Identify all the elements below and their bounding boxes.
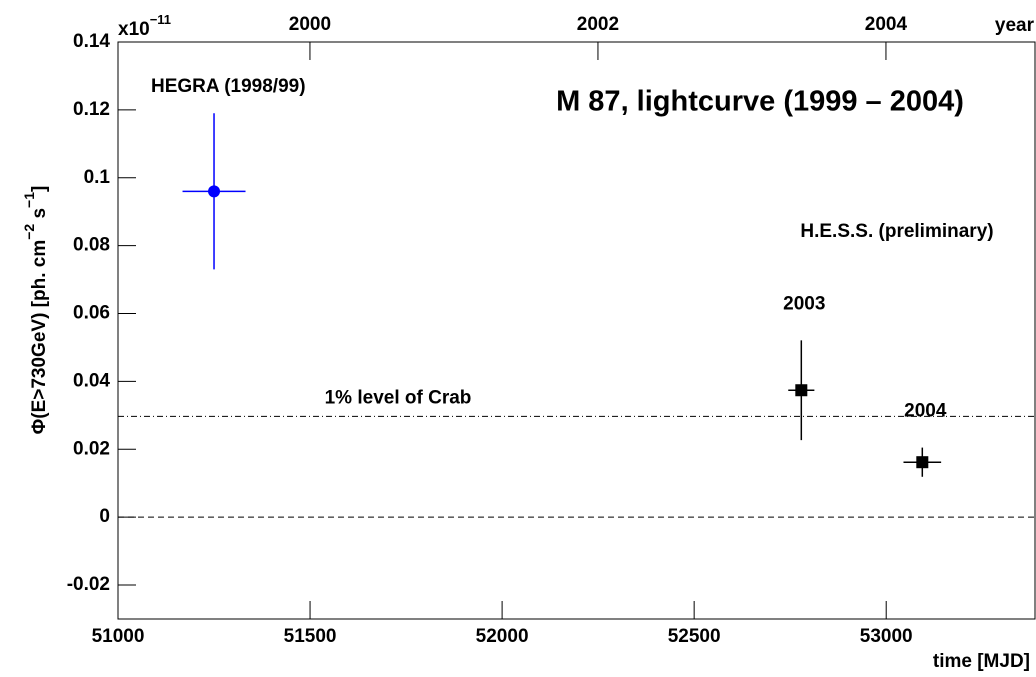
x-tick-label: 51000 bbox=[92, 626, 145, 647]
y-label-part: −1 bbox=[21, 192, 37, 208]
x-tick-label: 51500 bbox=[284, 626, 337, 647]
y-tick-label: 0.08 bbox=[73, 235, 110, 256]
chart-title: M 87, lightcurve (1999 – 2004) bbox=[556, 86, 964, 118]
x2-tick-label: 2002 bbox=[577, 14, 619, 35]
data-point bbox=[795, 384, 808, 397]
y-tick-label: 0.04 bbox=[73, 370, 110, 391]
data-point bbox=[916, 456, 929, 469]
y-label-part: s bbox=[29, 208, 50, 224]
x-tick-label: 52500 bbox=[668, 626, 721, 647]
y-tick-label: 0 bbox=[99, 506, 110, 527]
y-label-part: −2 bbox=[21, 224, 37, 240]
point-label: 2004 bbox=[904, 401, 947, 422]
x2-axis-label: year bbox=[995, 15, 1035, 36]
x2-tick-label: 2004 bbox=[865, 14, 908, 35]
multiplier-base: x10 bbox=[118, 19, 150, 40]
x-axis-label: time [MJD] bbox=[933, 651, 1030, 672]
point-label: 2003 bbox=[783, 293, 825, 314]
y-tick-label: 0.14 bbox=[73, 31, 110, 52]
y-label-part: Φ(E>730GeV) [ph. cm bbox=[29, 240, 50, 435]
axis-multiplier: x10−11 bbox=[118, 12, 171, 40]
multiplier-exponent: −11 bbox=[150, 12, 171, 27]
y-tick-label: 0.12 bbox=[73, 99, 110, 120]
plot-frame bbox=[117, 41, 1036, 620]
y-tick-label: 0.02 bbox=[73, 438, 110, 459]
x-tick-label: 53000 bbox=[860, 626, 913, 647]
reference-label: 1% level of Crab bbox=[325, 387, 472, 408]
y-axis-label: Φ(E>730GeV) [ph. cm−2 s−1] bbox=[21, 186, 50, 435]
legend-label: H.E.S.S. (preliminary) bbox=[800, 221, 993, 242]
y-label-part: ] bbox=[29, 186, 50, 192]
data-point bbox=[208, 185, 221, 198]
y-tick-label: 0.06 bbox=[73, 303, 110, 324]
y-tick-label: -0.02 bbox=[67, 574, 110, 595]
legend-label: HEGRA (1998/99) bbox=[151, 76, 306, 97]
y-tick-label: 0.1 bbox=[84, 167, 111, 188]
x2-tick-label: 2000 bbox=[289, 14, 331, 35]
x-tick-label: 52000 bbox=[476, 626, 529, 647]
